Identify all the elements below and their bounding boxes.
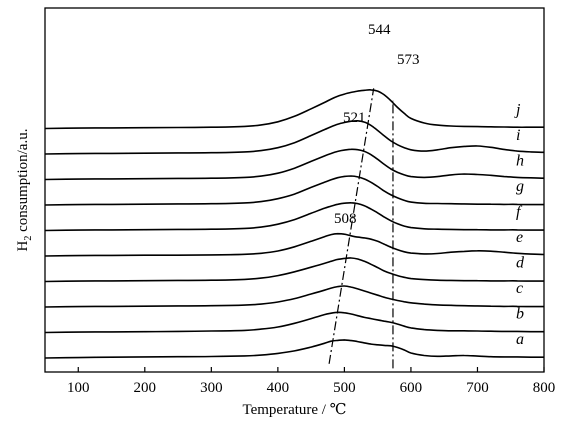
curve-a [44, 339, 544, 359]
curve-label-d: d [516, 255, 525, 272]
peak-label-521: 521 [343, 110, 366, 126]
x-tick-label: 100 [67, 380, 90, 396]
curve-label-j: j [514, 102, 521, 119]
curve-b [44, 311, 544, 334]
curve-i [44, 119, 545, 155]
curve-label-e: e [516, 229, 523, 246]
curve-label-b: b [516, 306, 524, 323]
curve-j [44, 89, 544, 130]
y-axis-title-main: H [15, 240, 31, 251]
x-tick-label: 300 [200, 380, 223, 396]
curve-f [44, 201, 544, 232]
y-axis-title-subscript: 2 [23, 236, 34, 241]
peak-label-544: 544 [368, 22, 391, 38]
curve-d [44, 257, 544, 283]
curve-label-c: c [516, 280, 523, 297]
peak-label-508: 508 [334, 211, 357, 227]
reference-lines-group [328, 88, 394, 369]
curves-group [44, 89, 545, 359]
curve-label-a: a [516, 331, 524, 348]
x-tick-label: 600 [400, 380, 423, 396]
curve-g [44, 175, 545, 206]
x-ticks-group: 100 200 300 400 500 600 700 800 [67, 367, 555, 396]
y-axis-title: H2 consumption/a.u. [15, 129, 34, 252]
x-tick-label: 500 [333, 380, 356, 396]
peak-labels-group: 544 573 521 508 [334, 22, 420, 227]
curve-h [44, 148, 545, 181]
curve-label-h: h [516, 153, 524, 170]
curve-label-f: f [516, 204, 523, 221]
curve-label-g: g [516, 178, 524, 195]
x-axis-title: Temperature / ℃ [242, 402, 346, 418]
x-tick-label: 800 [533, 380, 556, 396]
curve-c [44, 285, 544, 308]
x-tick-label: 200 [134, 380, 157, 396]
plot-frame [44, 7, 545, 373]
peak-label-573: 573 [397, 52, 420, 68]
x-tick-label: 400 [267, 380, 290, 396]
curve-label-i: i [516, 127, 520, 144]
curve-e [44, 232, 545, 257]
x-tick-label: 700 [466, 380, 489, 396]
y-axis-title-rest: consumption/a.u. [15, 129, 31, 236]
dashdot-line-1 [328, 88, 375, 364]
